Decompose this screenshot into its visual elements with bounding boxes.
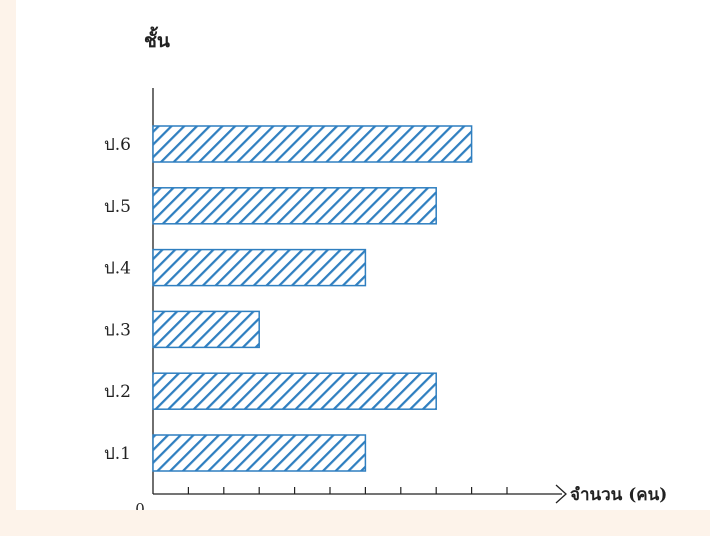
bar bbox=[152, 372, 437, 410]
bar bbox=[152, 248, 367, 287]
chart-area: ชั้น 0 2 4 6 8 10 จำนวน (คน) ป.1 ป.2 ป.3 ป.4 ป.5 ป.6 bbox=[16, 0, 710, 510]
bar bbox=[152, 125, 473, 163]
x-tick-label: 6 bbox=[361, 508, 371, 510]
x-tick-label: 10 bbox=[497, 508, 516, 510]
y-tick-label: ป.2 bbox=[104, 382, 131, 402]
y-axis-title: ชั้น bbox=[144, 26, 170, 52]
y-tick-label: ป.3 bbox=[104, 320, 131, 340]
plot-group: 0 2 4 6 8 10 จำนวน (คน) ป.1 ป.2 ป.3 ป.4 ป.5 ป.6 bbox=[104, 88, 667, 510]
x-axis-title: จำนวน (คน) bbox=[570, 485, 667, 505]
y-tick-label: ป.4 bbox=[104, 259, 131, 279]
x-tick-label: 8 bbox=[431, 508, 441, 510]
y-tick-label: ป.5 bbox=[104, 197, 131, 217]
hbar-chart: ชั้น 0 2 4 6 8 10 จำนวน (คน) ป.1 ป.2 ป.3 ป.4 ป.5 ป.6 bbox=[104, 26, 667, 510]
bar bbox=[152, 187, 437, 225]
origin-label: 0 bbox=[135, 500, 145, 510]
bar bbox=[152, 434, 367, 472]
bar bbox=[152, 310, 260, 349]
x-tick-label: 4 bbox=[290, 508, 300, 510]
x-tick-label: 2 bbox=[219, 508, 229, 510]
x-axis-arrowhead bbox=[555, 484, 567, 504]
y-tick-label: ป.6 bbox=[104, 135, 131, 155]
y-tick-label: ป.1 bbox=[104, 444, 131, 464]
